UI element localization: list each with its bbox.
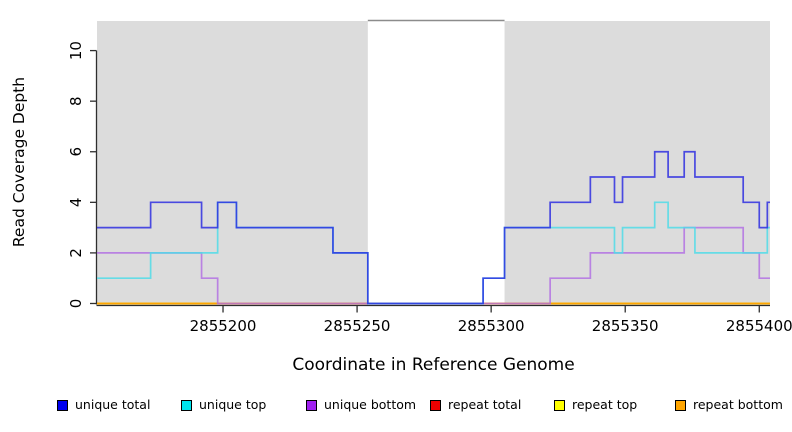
y-tick-label: 2: [67, 248, 85, 258]
y-tick-label: 6: [67, 147, 85, 157]
x-tick-label: 2855400: [726, 317, 792, 335]
series-line-unique-total: [97, 150, 770, 305]
y-tick-label: 10: [67, 41, 85, 60]
y-tick-label: 8: [67, 96, 85, 106]
y-tick-label: 4: [67, 198, 85, 208]
masked-region: [367, 21, 505, 305]
y-tick-label: 0: [67, 299, 85, 309]
x-tick-label: 2855350: [592, 317, 659, 335]
x-tick-label: 2855300: [458, 317, 525, 335]
y-axis-title: Read Coverage Depth: [10, 76, 28, 248]
x-tick-label: 2855250: [324, 317, 391, 335]
x-tick-label: 2855200: [190, 317, 257, 335]
x-axis-title: Coordinate in Reference Genome: [292, 355, 575, 375]
